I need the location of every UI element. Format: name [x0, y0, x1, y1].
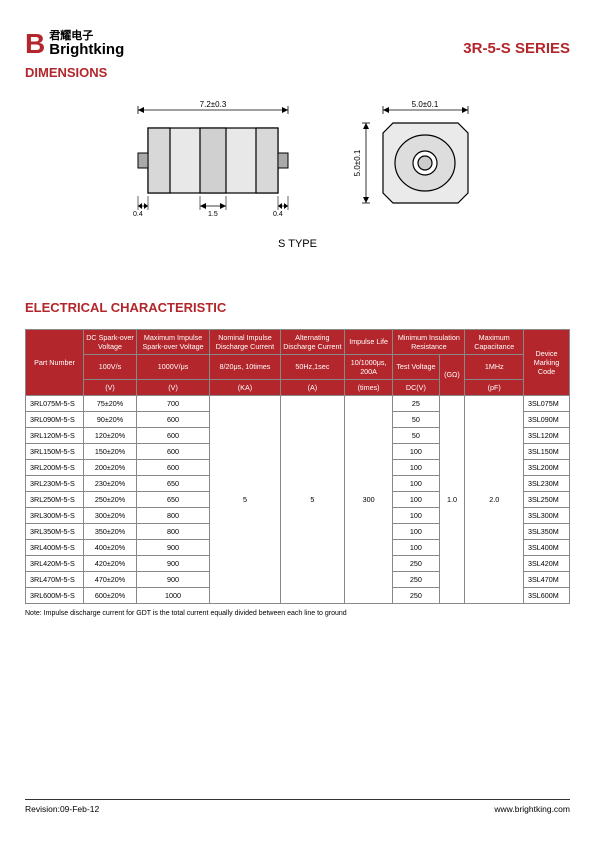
col-nom-imp-discharge: Nominal Impulse Discharge Current	[210, 329, 281, 354]
sub-1000vus: 1000V/μs	[137, 354, 210, 379]
table-row: 3RL075M-5-S75±20%70055300251.02.03SL075M	[26, 395, 570, 411]
col-alt-discharge: Alternating Discharge Current	[280, 329, 344, 354]
unit-pf: (pF)	[465, 379, 524, 395]
logo-text: 君耀电子 Brightking	[49, 30, 124, 59]
sub-testv: Test Voltage	[393, 354, 439, 379]
col-max-imp-sparkover: Maximum Impulse Spark-over Voltage	[137, 329, 210, 354]
svg-text:0.4: 0.4	[273, 211, 283, 218]
table-note: Note: Impulse discharge current for GDT …	[25, 610, 570, 617]
svg-text:7.2±0.3: 7.2±0.3	[199, 100, 226, 109]
dimensions-title: DIMENSIONS	[25, 65, 570, 80]
electrical-table: Part Number DC Spark-over Voltage Maximu…	[25, 329, 570, 604]
side-view-icon: 7.2±0.3 0.4 1.5 0.4	[108, 98, 308, 228]
sub-820: 8/20μs, 10times	[210, 354, 281, 379]
unit-v2: (V)	[137, 379, 210, 395]
logo-mark-icon: B	[25, 30, 45, 58]
footer-url: www.brightking.com	[494, 804, 570, 814]
unit-a: (A)	[280, 379, 344, 395]
logo: B 君耀电子 Brightking	[25, 30, 124, 59]
brand-en: Brightking	[49, 42, 124, 59]
sub-101000: 10/1000μs, 200A	[344, 354, 392, 379]
table-header: Part Number DC Spark-over Voltage Maximu…	[26, 329, 570, 395]
unit-v1: (V)	[84, 379, 137, 395]
unit-times: (times)	[344, 379, 392, 395]
unit-dcv: DC(V)	[393, 379, 439, 395]
table-body: 3RL075M-5-S75±20%70055300251.02.03SL075M…	[26, 395, 570, 603]
svg-text:5.0±0.1: 5.0±0.1	[411, 100, 438, 109]
sub-1mhz: 1MHz	[465, 354, 524, 379]
unit-ka: (KA)	[210, 379, 281, 395]
svg-text:5.0±0.1: 5.0±0.1	[353, 149, 362, 176]
sub-gohm: (GΩ)	[439, 354, 465, 395]
front-view-icon: 5.0±0.1 5.0±0.1	[348, 98, 488, 228]
sub-50hz: 50Hz,1sec	[280, 354, 344, 379]
header: B 君耀电子 Brightking 3R-5-S SERIES	[25, 30, 570, 59]
footer: Revision:09-Feb-12 www.brightking.com	[25, 799, 570, 814]
revision: Revision:09-Feb-12	[25, 804, 99, 814]
sub-100vs: 100V/s	[84, 354, 137, 379]
col-max-cap: Maximum Capacitance	[465, 329, 524, 354]
svg-text:0.4: 0.4	[133, 211, 143, 218]
type-label: S TYPE	[25, 238, 570, 250]
svg-text:1.5: 1.5	[208, 211, 218, 218]
col-impulse-life: Impulse Life	[344, 329, 392, 354]
electrical-title: ELECTRICAL CHARACTERISTIC	[25, 300, 570, 315]
series-title: 3R-5-S SERIES	[463, 40, 570, 57]
col-marking: Device Marking Code	[524, 329, 570, 395]
col-dc-sparkover: DC Spark-over Voltage	[84, 329, 137, 354]
col-min-insulation: Minimum Insulation Resistance	[393, 329, 465, 354]
col-part-number: Part Number	[26, 329, 84, 395]
dimensions-diagram: 7.2±0.3 0.4 1.5 0.4 5.0±0.1	[25, 98, 570, 228]
